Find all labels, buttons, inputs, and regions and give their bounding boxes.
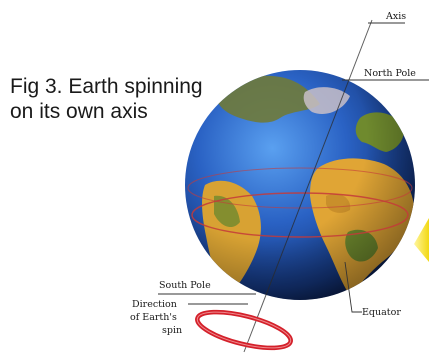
caption-line-1: Fig 3. Earth spinning <box>10 75 203 98</box>
axis-line <box>243 19 373 353</box>
earth-globe <box>185 70 415 300</box>
spin-label-line1: Direction <box>132 299 177 310</box>
caption-line-2: on its own axis <box>10 100 148 123</box>
equator-label: Equator <box>362 307 401 318</box>
north-pole-label: North Pole <box>364 68 416 79</box>
equator-leader <box>344 261 362 313</box>
sun-glow <box>414 218 429 262</box>
axis-label: Axis <box>385 11 406 22</box>
spin-label-line2: of Earth's <box>130 312 177 323</box>
leader-lines <box>158 22 429 313</box>
figure-caption: Fig 3. Earth spinning on its own axis <box>10 74 260 124</box>
spin-direction-arrow <box>195 309 293 351</box>
south-pole-label: South Pole <box>159 280 211 291</box>
spin-label-line3: spin <box>162 325 182 336</box>
equator-line <box>191 192 409 238</box>
